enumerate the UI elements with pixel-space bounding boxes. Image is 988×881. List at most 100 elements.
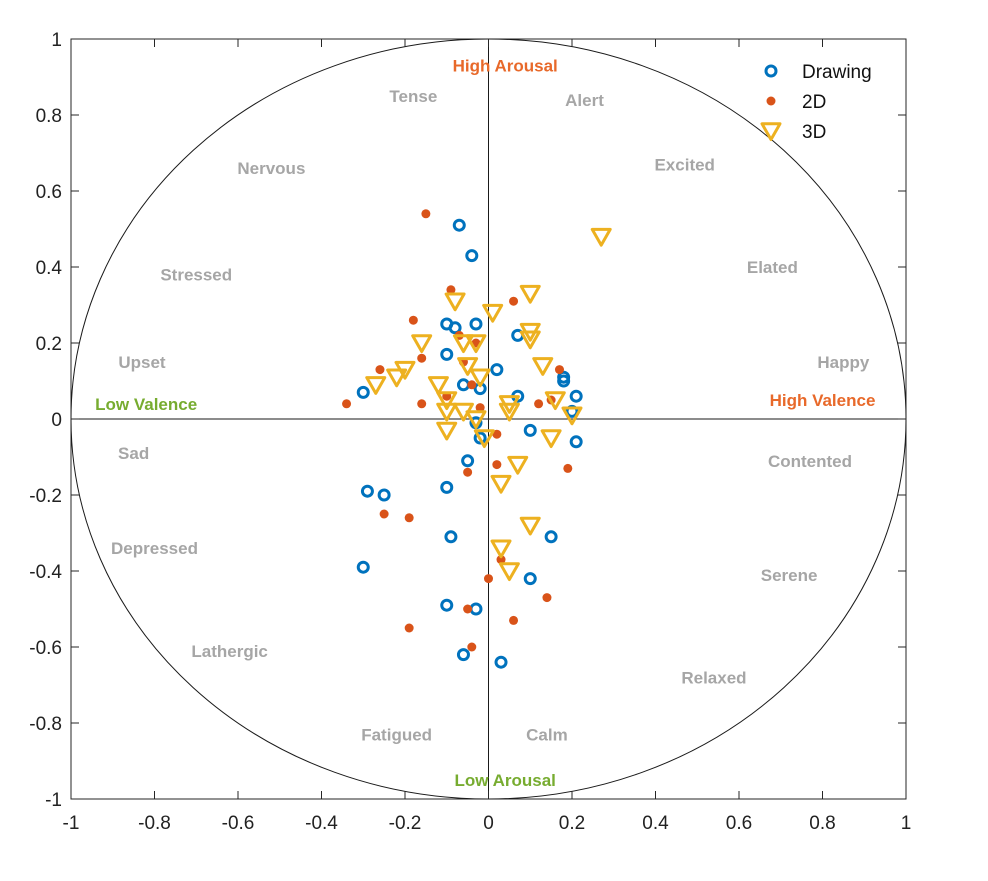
data-point	[561, 406, 583, 426]
data-point	[427, 376, 449, 395]
data-point	[554, 365, 564, 375]
data-point	[463, 467, 473, 477]
data-point	[507, 455, 529, 475]
x-tick-label: 0.2	[559, 813, 585, 834]
data-point	[465, 249, 479, 263]
legend-label: 2D	[802, 92, 826, 113]
annotation-label: Relaxed	[681, 668, 746, 687]
data-point	[446, 285, 456, 295]
annotation-label: High Valence	[770, 391, 876, 410]
data-point	[498, 402, 520, 422]
data-point	[377, 488, 391, 502]
data-point	[356, 560, 370, 574]
data-point	[519, 330, 541, 350]
data-point	[342, 399, 352, 409]
x-tick-label: 0	[483, 813, 494, 834]
data-point	[534, 399, 544, 409]
y-tick-label: 0.8	[36, 106, 62, 127]
data-point	[544, 530, 558, 544]
series-3d	[365, 227, 612, 582]
data-point	[544, 391, 566, 411]
data-point	[519, 284, 541, 304]
data-point	[509, 615, 519, 625]
legend-marker	[766, 96, 776, 106]
y-tick-label: 0.4	[36, 258, 63, 279]
annotation-label: Calm	[526, 725, 568, 744]
annotation-label: Happy	[817, 353, 870, 372]
data-point	[417, 399, 427, 409]
annotation-label: Lathergic	[191, 642, 268, 661]
data-point	[436, 421, 458, 441]
annotation-label: Tense	[389, 87, 437, 106]
data-point	[469, 317, 483, 331]
data-point	[386, 368, 408, 388]
series-2d	[342, 209, 573, 652]
data-point	[494, 655, 508, 669]
data-point	[492, 429, 502, 439]
data-point	[465, 334, 487, 354]
annotation-label: Nervous	[237, 159, 305, 178]
data-point	[475, 403, 485, 413]
data-point	[542, 593, 552, 603]
data-point	[408, 315, 418, 325]
annotation-label: High Arousal	[453, 57, 558, 76]
annotation-label: Elated	[747, 258, 798, 277]
legend-marker	[764, 64, 778, 78]
annotation-label: Low Valence	[95, 395, 197, 414]
y-tick-label: -0.6	[29, 638, 62, 659]
x-tick-label: -0.8	[138, 813, 171, 834]
data-point	[448, 321, 462, 335]
data-point	[444, 530, 458, 544]
data-point	[417, 353, 427, 363]
legend: Drawing 2D 3D	[760, 62, 872, 143]
y-tick-label: 1	[51, 30, 62, 51]
x-tick-label: -1	[63, 813, 80, 834]
data-point	[467, 642, 477, 652]
data-point	[569, 389, 583, 403]
annotation-label: Stressed	[160, 266, 232, 285]
y-tick-label: 0.2	[36, 334, 62, 355]
data-points-layer	[342, 209, 612, 669]
y-tick-label: -0.2	[29, 486, 62, 507]
data-point	[440, 347, 454, 361]
data-point	[557, 374, 571, 388]
data-point	[440, 480, 454, 494]
annotation-label: Contented	[768, 452, 852, 471]
data-point	[456, 378, 470, 392]
y-tick-label: 0.6	[36, 182, 62, 203]
data-point	[523, 572, 537, 586]
legend-marker	[760, 122, 782, 142]
annotation-label: Upset	[118, 353, 166, 372]
data-point	[365, 376, 387, 395]
data-point	[569, 435, 583, 449]
legend-label: 3D	[802, 122, 826, 143]
x-tick-label: -0.2	[389, 813, 422, 834]
y-tick-label: -0.4	[29, 562, 62, 583]
data-point	[456, 648, 470, 662]
data-point	[436, 402, 458, 422]
data-point	[519, 516, 541, 536]
data-point	[465, 410, 487, 430]
annotation-label: Alert	[565, 91, 604, 110]
data-point	[356, 385, 370, 399]
data-point	[404, 623, 414, 633]
data-point	[463, 604, 473, 614]
data-point	[457, 357, 479, 376]
data-point	[473, 431, 487, 445]
annotation-label: Serene	[761, 566, 818, 585]
data-point	[490, 539, 512, 559]
data-point	[565, 404, 579, 418]
x-tick-label: 1	[901, 813, 912, 834]
y-tick-label: -0.8	[29, 714, 62, 735]
data-point	[411, 334, 433, 354]
data-point	[563, 463, 573, 473]
data-point	[490, 474, 512, 494]
data-point	[360, 484, 374, 498]
data-point	[482, 303, 504, 323]
annotation-label: Fatigued	[361, 725, 432, 744]
data-point	[492, 460, 502, 470]
data-point	[444, 292, 466, 312]
y-tick-label: -1	[45, 790, 62, 811]
